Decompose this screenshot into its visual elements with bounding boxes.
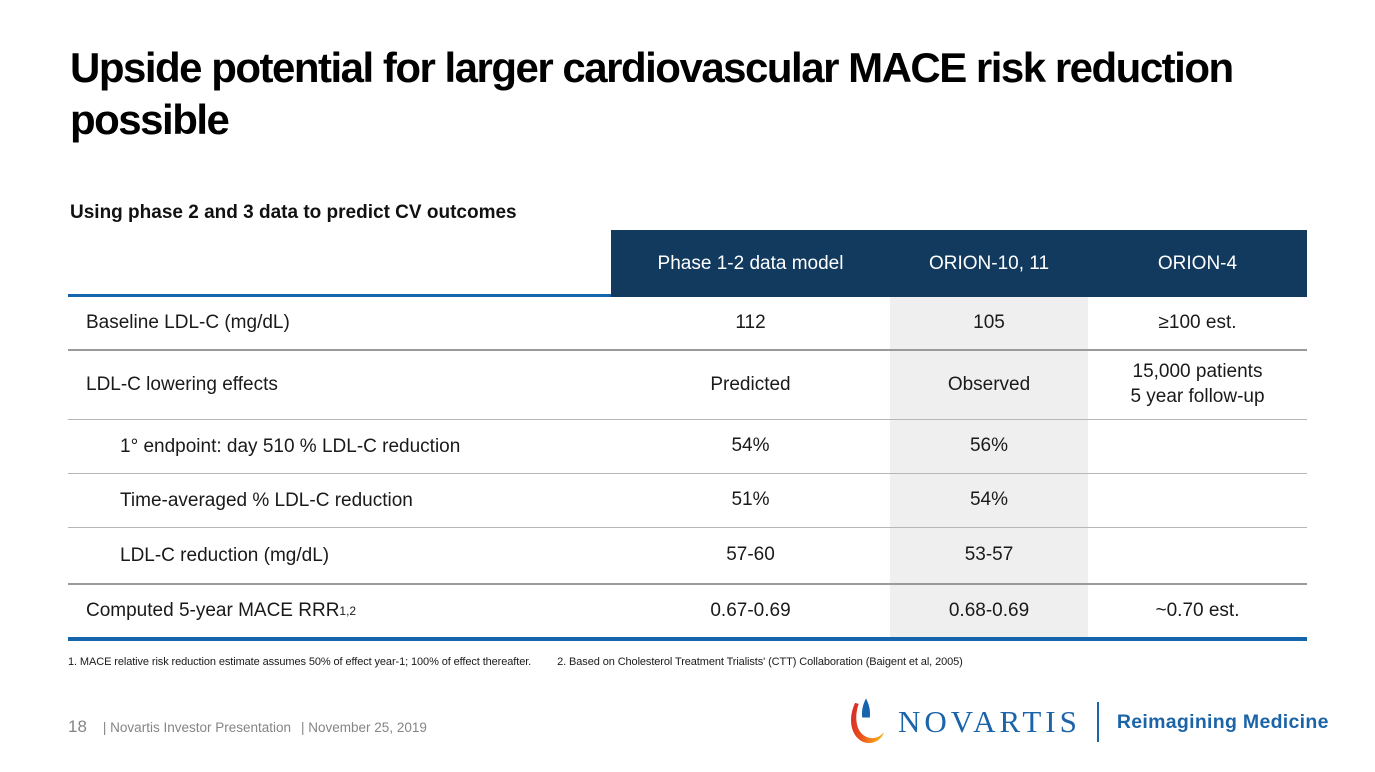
data-table: Baseline LDL-C (mg/dL) 112 105 ≥100 est.… — [68, 297, 1307, 637]
novartis-tagline: Reimagining Medicine — [1116, 710, 1329, 733]
footer-date: | November 25, 2019 — [301, 720, 427, 735]
cell-phase-model: 112 — [735, 311, 766, 333]
table-row: Time-averaged % LDL-C reduction 51% 54% — [68, 474, 1307, 528]
page-number: 18 — [68, 717, 87, 736]
cell-orion-10-11: 54% — [890, 474, 1088, 527]
footnotes: 1. MACE relative risk reduction estimate… — [68, 656, 1308, 668]
cell-phase-model: 0.67-0.69 — [710, 599, 791, 621]
slide-title: Upside potential for larger cardiovascul… — [70, 44, 1234, 143]
cell-phase-model: 51% — [731, 489, 770, 511]
logo-divider — [1096, 702, 1099, 742]
row-label: LDL-C reduction (mg/dL) — [120, 544, 330, 566]
table-row: Computed 5-year MACE RRR 1,2 0.67-0.69 0.… — [68, 585, 1307, 637]
row-label: LDL-C lowering effects — [86, 374, 278, 395]
cell-orion-10-11: Observed — [890, 351, 1088, 419]
row-label: Time-averaged % LDL-C reduction — [120, 489, 413, 511]
table-row: LDL-C reduction (mg/dL) 57-60 53-57 — [68, 528, 1307, 585]
novartis-logo: NOVARTIS Reimagining Medicine — [846, 696, 1329, 748]
column-header-phase-1-2: Phase 1-2 data model — [657, 252, 844, 274]
cell-orion-4 — [1088, 474, 1307, 527]
footnote-2: 2. Based on Cholesterol Treatment Triali… — [557, 656, 963, 668]
cell-orion-4 — [1088, 420, 1307, 473]
table-row: 1° endpoint: day 510 % LDL-C reduction 5… — [68, 420, 1307, 474]
cell-phase-model: Predicted — [710, 373, 791, 395]
column-header-orion-4: ORION-4 — [1157, 252, 1238, 274]
cell-orion-4 — [1088, 528, 1307, 583]
novartis-wordmark: NOVARTIS — [898, 704, 1081, 739]
cell-orion-10-11: 105 — [890, 297, 1088, 349]
row-label-text: Computed 5-year MACE RRR — [86, 600, 340, 621]
row-label: Baseline LDL-C (mg/dL) — [86, 312, 290, 333]
cell-phase-model: 57-60 — [726, 544, 775, 566]
cell-orion-10-11: 56% — [890, 420, 1088, 473]
cell-phase-model: 54% — [731, 435, 770, 457]
cell-orion-4: ~0.70 est. — [1155, 599, 1240, 621]
cell-orion-10-11: 53-57 — [890, 528, 1088, 583]
column-header-orion-10-11: ORION-10, 11 — [928, 252, 1050, 274]
slide-subtitle: Using phase 2 and 3 data to predict CV o… — [70, 202, 517, 223]
footnote-1: 1. MACE relative risk reduction estimate… — [68, 656, 532, 668]
table-top-rule — [68, 294, 611, 297]
table-header-row: Phase 1-2 data model ORION-10, 11 ORION-… — [611, 230, 1307, 297]
cell-orion-4: 15,000 patients 5 year follow-up — [1130, 361, 1265, 407]
table-row: LDL-C lowering effects Predicted Observe… — [68, 351, 1307, 420]
row-label: 1° endpoint: day 510 % LDL-C reduction — [120, 435, 461, 457]
novartis-flame-icon — [851, 698, 885, 744]
table-bottom-rule — [68, 637, 1307, 641]
cell-orion-10-11: 0.68-0.69 — [890, 585, 1088, 637]
table-row: Baseline LDL-C (mg/dL) 112 105 ≥100 est. — [68, 297, 1307, 351]
footer-presentation-name: | Novartis Investor Presentation — [102, 720, 292, 735]
slide-footer: 18 | Novartis Investor Presentation | No… — [68, 717, 437, 737]
row-label: Computed 5-year MACE RRR 1,2 — [86, 600, 357, 621]
cell-orion-4: ≥100 est. — [1158, 311, 1237, 333]
